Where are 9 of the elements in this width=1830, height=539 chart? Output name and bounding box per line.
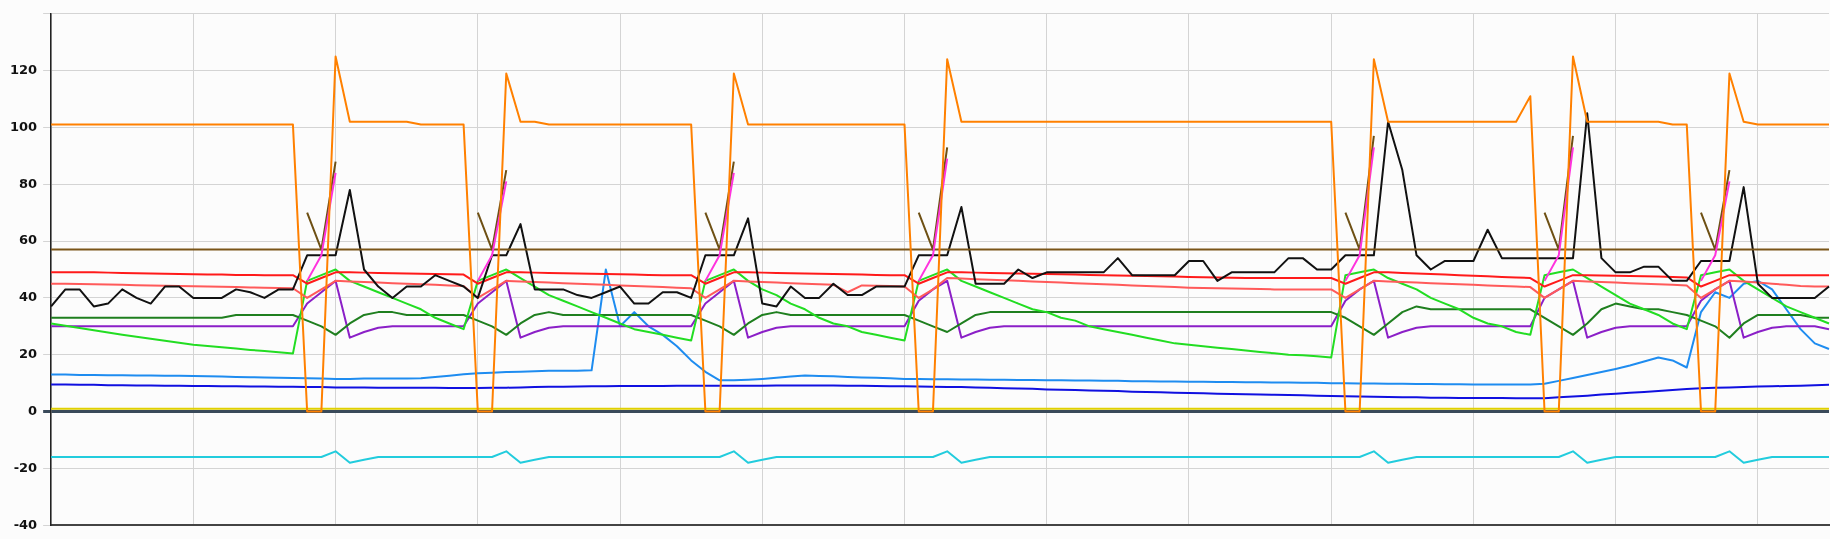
y-tick-label: 20 — [19, 346, 38, 362]
y-tick-label: -20 — [13, 459, 38, 475]
y-tick-label: 40 — [19, 289, 38, 305]
y-tick-label: 0 — [28, 402, 38, 418]
y-tick-label: 120 — [10, 62, 38, 77]
y-tick-label: 100 — [10, 118, 38, 134]
y-tick-label: 60 — [19, 232, 38, 248]
y-tick-label: -40 — [13, 516, 38, 532]
y-tick-label: 80 — [19, 175, 38, 191]
